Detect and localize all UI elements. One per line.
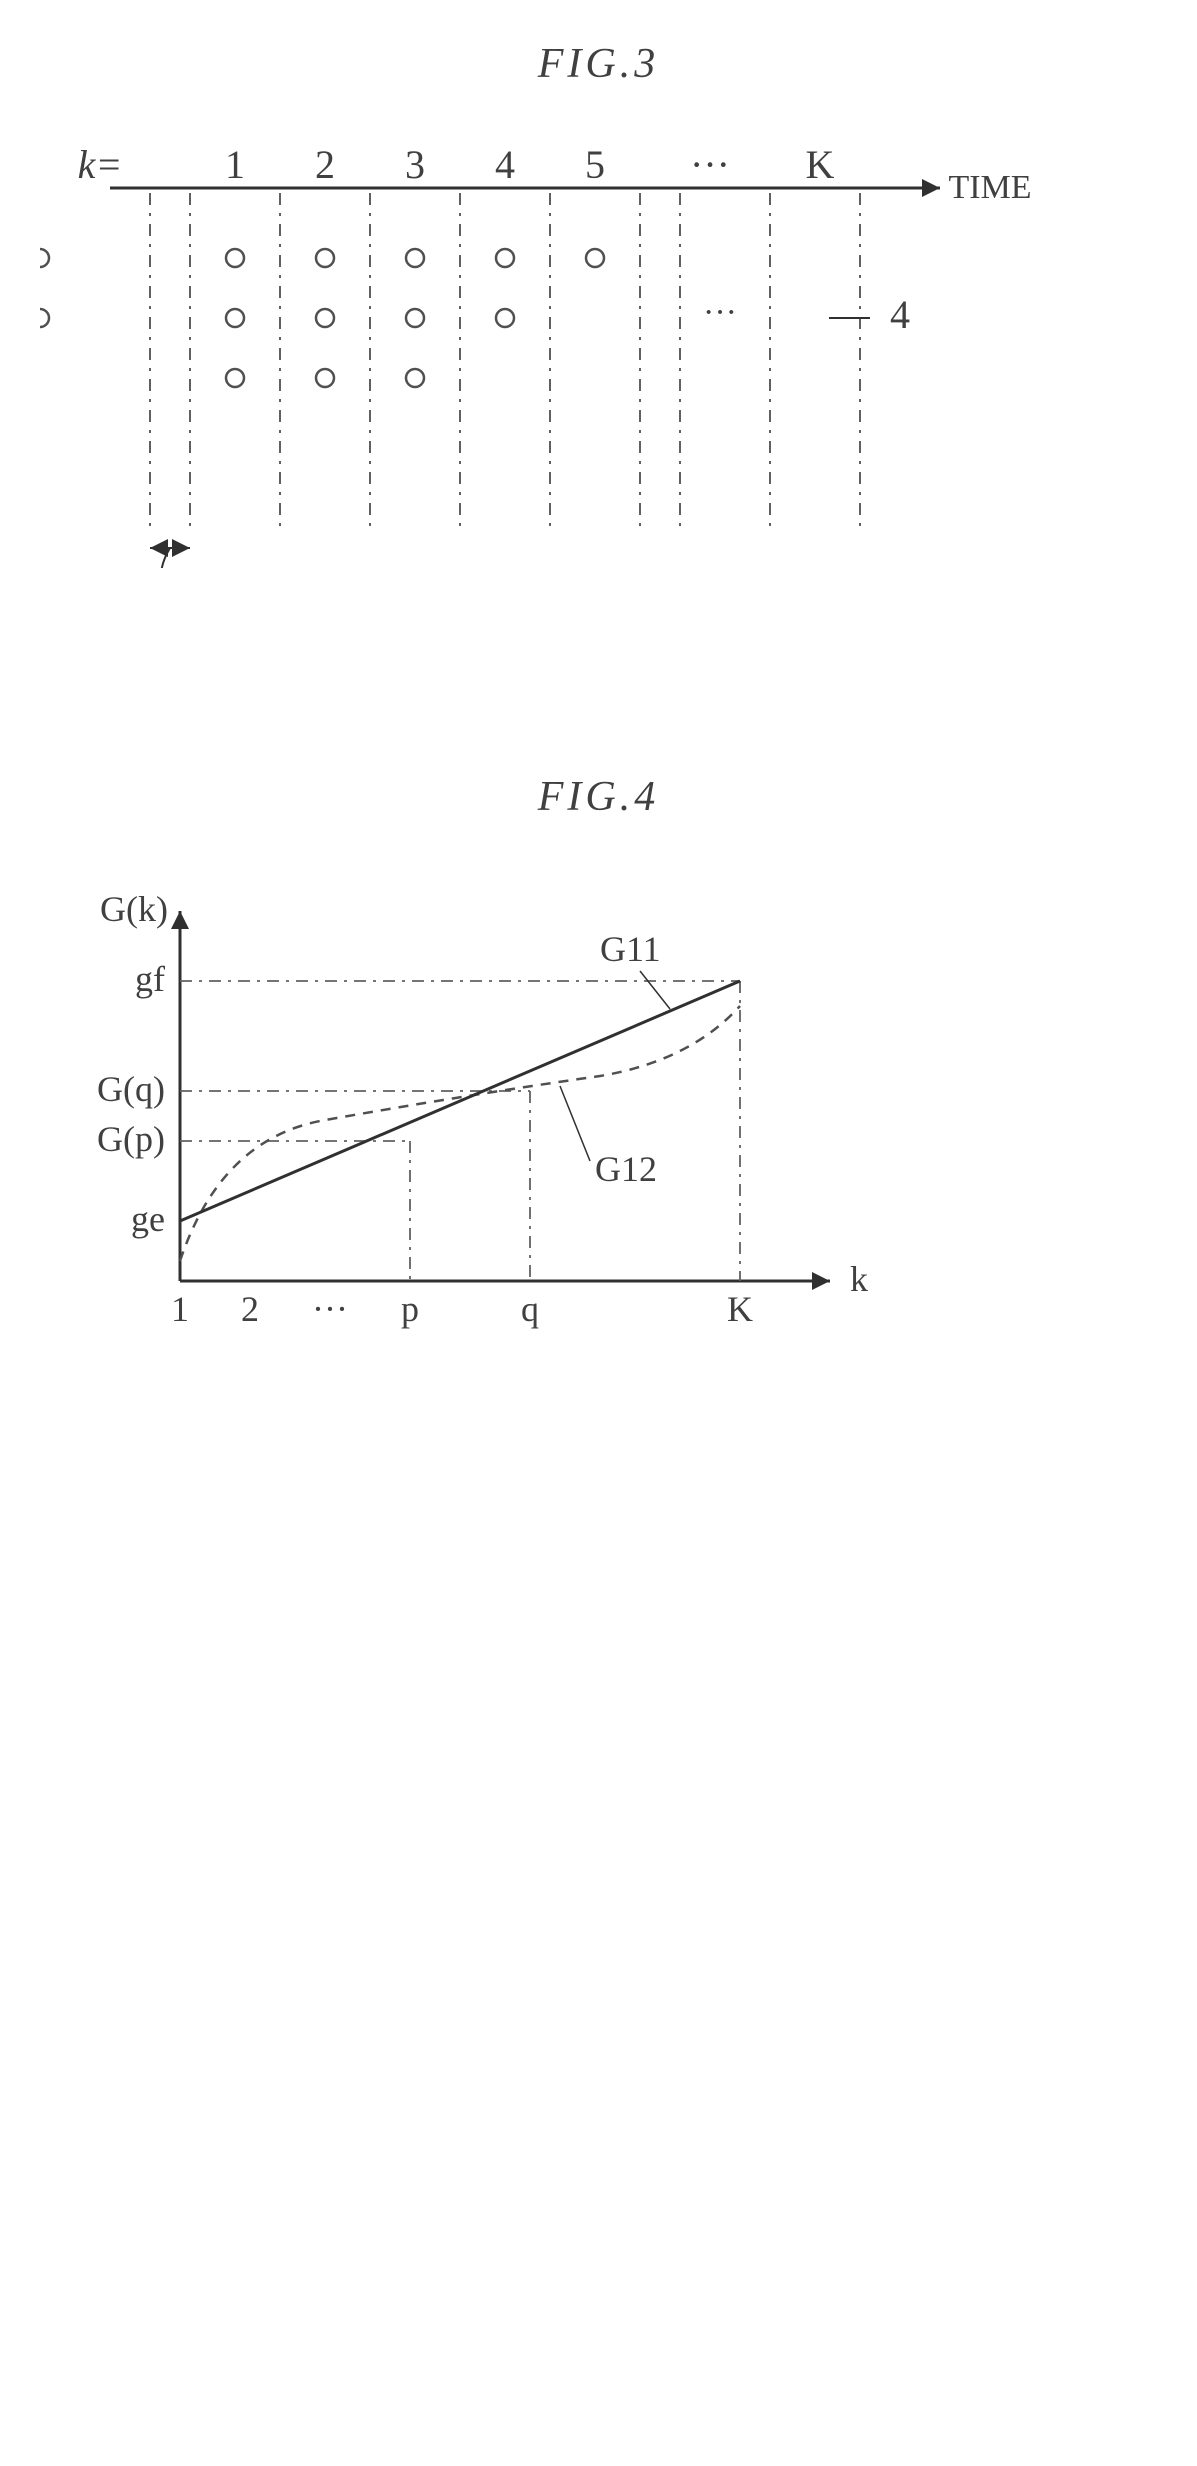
svg-text:1: 1 bbox=[225, 148, 245, 187]
svg-text:TIME: TIME bbox=[948, 169, 1031, 206]
fig3-chart: k=12345···KTIME···4T bbox=[40, 148, 1040, 568]
fig4-title: FIG.4 bbox=[40, 773, 1157, 821]
svg-text:p: p bbox=[401, 1289, 419, 1329]
svg-text:5: 5 bbox=[585, 148, 605, 187]
svg-text:G(q): G(q) bbox=[97, 1069, 165, 1109]
svg-text:q: q bbox=[521, 1289, 539, 1329]
svg-text:2: 2 bbox=[315, 148, 335, 187]
svg-text:gf: gf bbox=[135, 959, 165, 999]
svg-text:···: ··· bbox=[312, 1289, 348, 1329]
svg-text:4: 4 bbox=[890, 292, 910, 337]
svg-text:ge: ge bbox=[131, 1199, 165, 1239]
svg-text:G11: G11 bbox=[600, 929, 661, 969]
svg-text:k: k bbox=[850, 1259, 868, 1299]
svg-text:···: ··· bbox=[703, 294, 737, 331]
svg-text:G(k): G(k) bbox=[100, 889, 168, 929]
fig4-chart: G(k) k gf G(q) G(p) ge 1 2 ··· p q K G11 G12 bbox=[40, 881, 890, 1351]
figure-4: FIG.4 G(k) k gf G(q) G(p) ge 1 2 ··· p q K G11 G12 bbox=[40, 773, 1157, 1356]
svg-text:2: 2 bbox=[241, 1289, 259, 1329]
svg-text:G(p): G(p) bbox=[97, 1119, 165, 1159]
svg-text:K: K bbox=[727, 1289, 753, 1329]
figure-3: FIG.3 k=12345···KTIME···4T bbox=[40, 40, 1157, 573]
svg-text:···: ··· bbox=[690, 148, 730, 187]
svg-text:3: 3 bbox=[405, 148, 425, 187]
svg-text:G12: G12 bbox=[595, 1149, 657, 1189]
svg-text:k=: k= bbox=[78, 148, 123, 187]
svg-text:4: 4 bbox=[495, 148, 515, 187]
svg-text:1: 1 bbox=[171, 1289, 189, 1329]
fig3-title: FIG.3 bbox=[40, 40, 1157, 88]
svg-text:K: K bbox=[806, 148, 835, 187]
